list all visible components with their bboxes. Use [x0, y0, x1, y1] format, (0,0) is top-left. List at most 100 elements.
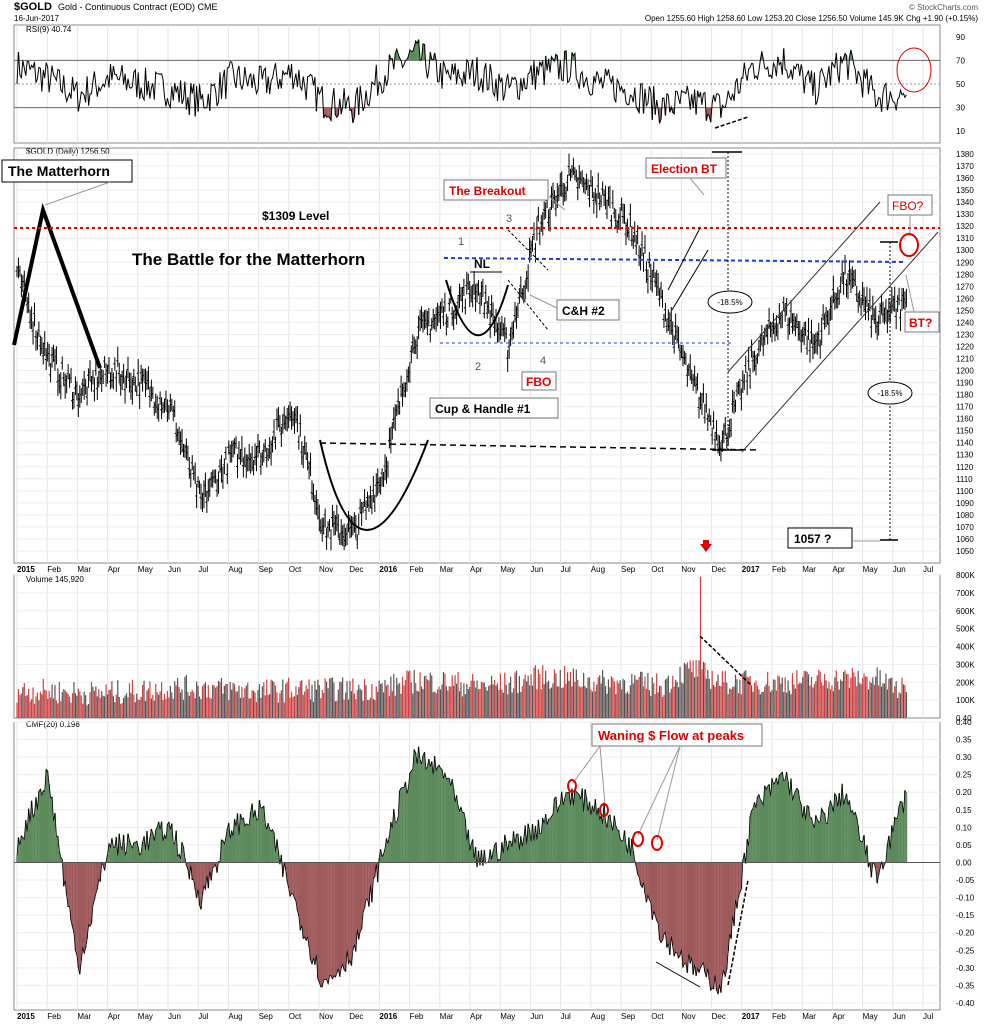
x-tick-label: Jul: [561, 565, 571, 574]
cmf-tick-label: -0.40: [956, 999, 975, 1008]
price-tick-label: 1210: [956, 355, 974, 364]
ch1-label: Cup & Handle #1: [435, 402, 531, 416]
x-tick-label: May: [138, 565, 153, 574]
x-tick-label: Dec: [349, 565, 363, 574]
fbo-q-circle: [899, 233, 919, 257]
matterhorn-pointer: [44, 181, 111, 206]
x-tick-label: Nov: [319, 1012, 333, 1021]
rsi-line: [16, 39, 907, 124]
cmf-tick-label: -0.10: [956, 894, 975, 903]
x-tick-label: Nov: [681, 565, 695, 574]
cmf-axis-ticks: 0.40 0.35 0.30 0.25 0.20 0.15 0.10 0.05 0.00 -0.0…: [956, 718, 975, 1008]
x-axis-labels-bottom: 2015 Feb Mar Apr May Jun Jul Aug Sep Oct Nov Dec 201…: [17, 1012, 933, 1021]
x-tick-label: Jul: [923, 1012, 933, 1021]
x-tick-label: 2015: [17, 565, 35, 574]
price-tick-label: 1120: [956, 463, 974, 472]
price-tick-label: 1380: [956, 150, 974, 159]
price-tick-label: 1170: [956, 403, 974, 412]
election-arrow: [700, 544, 712, 552]
x-tick-label: Mar: [802, 565, 816, 574]
price-tick-label: 1260: [956, 294, 974, 303]
rsi-tick-label: 10: [956, 127, 965, 136]
nl-label: NL: [474, 257, 490, 271]
x-tick-label: Nov: [319, 565, 333, 574]
price-tick-label: 1300: [956, 246, 974, 255]
volume-tick-label: 200K: [956, 678, 975, 687]
cmf-tick-label: -0.05: [956, 876, 975, 885]
x-tick-label: Mar: [440, 1012, 454, 1021]
matterhorn-label: The Matterhorn: [8, 163, 110, 179]
price-tick-label: 1060: [956, 535, 974, 544]
cmf-tick-label: 0.25: [956, 771, 972, 780]
x-tick-label: Feb: [772, 1012, 786, 1021]
bt-q-label: BT?: [909, 316, 932, 330]
frame-price: [13, 147, 941, 564]
x-tick-label: Nov: [681, 1012, 695, 1021]
x-tick-label: Apr: [470, 1012, 483, 1021]
ch2-label: C&H #2: [562, 304, 605, 318]
waning-pointer-2: [599, 745, 606, 806]
waning-pointer-1: [572, 745, 601, 784]
x-tick-label: Feb: [47, 565, 61, 574]
waning-circle-2: [599, 803, 609, 817]
x-tick-label: Mar: [77, 1012, 91, 1021]
breakout-box: [443, 179, 549, 201]
cmf-tick-label: 0.05: [956, 841, 972, 850]
x-tick-label: May: [500, 1012, 515, 1021]
x-tick-label: 2017: [742, 565, 760, 574]
price-tick-label: 1080: [956, 511, 974, 520]
breakout-pointer: [547, 195, 566, 211]
ch2-trend-1: [507, 229, 549, 271]
x-tick-label: Jul: [198, 565, 208, 574]
cmf-tick-label: -0.35: [956, 981, 975, 990]
level-1309-label: $1309 Level: [262, 209, 329, 223]
pct2-label: -18.5%: [877, 389, 902, 398]
election-label: Election BT: [651, 162, 718, 176]
matterhorn-box: [1, 159, 133, 183]
price-tick-label: 1340: [956, 198, 974, 207]
ch2-trend-2: [507, 279, 549, 331]
price-tick-label: 1350: [956, 186, 974, 195]
watermark: © StockCharts.com: [909, 3, 978, 12]
price-panel: $GOLD (Daily) 1256.50 105010601070108010…: [14, 147, 974, 556]
price-tick-label: 1230: [956, 330, 974, 339]
cmf-plot: [14, 721, 940, 1004]
bt-q-box: [904, 311, 940, 333]
cmf-tick-label: -0.15: [956, 911, 975, 920]
cmf-line: [16, 746, 907, 996]
price-tick-label: 1190: [956, 379, 974, 388]
election-arrow-stem: [703, 540, 709, 545]
price-tick-label: 1130: [956, 451, 974, 460]
x-tick-label: Dec: [712, 1012, 726, 1021]
cmf-tick-label: 0.20: [956, 788, 972, 797]
x-tick-label: Apr: [832, 1012, 845, 1021]
x-tick-label: Mar: [802, 1012, 816, 1021]
x-tick-label: Sep: [259, 1012, 274, 1021]
x-tick-label: Apr: [108, 1012, 121, 1021]
cmf-tick-label: -0.30: [956, 964, 975, 973]
ch2-pointer: [529, 294, 558, 309]
x-tick-label: Oct: [289, 565, 302, 574]
cup-2015: [319, 439, 429, 531]
rsi-panel: RSI(9) 40.74 90 70 50 30 10: [14, 25, 965, 136]
chart-date: 16-Jun-2017: [14, 14, 59, 23]
x-tick-label: Mar: [77, 565, 91, 574]
volume-tick-label: 600K: [956, 607, 975, 616]
price-axis-ticks: 1050 1060 1070 1080 1090 1100 1110 1120 1130 1140…: [956, 150, 974, 556]
cmf-panel: CMF(20) 0.198 0.400.350.300.250.200.150.…: [14, 718, 975, 1008]
x-tick-label: May: [500, 565, 515, 574]
volume-tick-label: 800K: [956, 571, 975, 580]
x-tick-label: Feb: [410, 565, 424, 574]
price-tick-label: 1160: [956, 415, 974, 424]
wave-4-label: 4: [540, 355, 546, 367]
rsi-label: RSI(9) 40.74: [26, 25, 72, 34]
price-tick-label: 1240: [956, 318, 974, 327]
x-tick-label: Jul: [561, 1012, 571, 1021]
cup-2016: [445, 279, 509, 337]
x-tick-label: Jul: [923, 565, 933, 574]
x-tick-label: Feb: [47, 1012, 61, 1021]
price-tick-label: 1270: [956, 282, 974, 291]
volume-tick-label: 300K: [956, 660, 975, 669]
rsi-tick-label: 70: [956, 56, 965, 65]
